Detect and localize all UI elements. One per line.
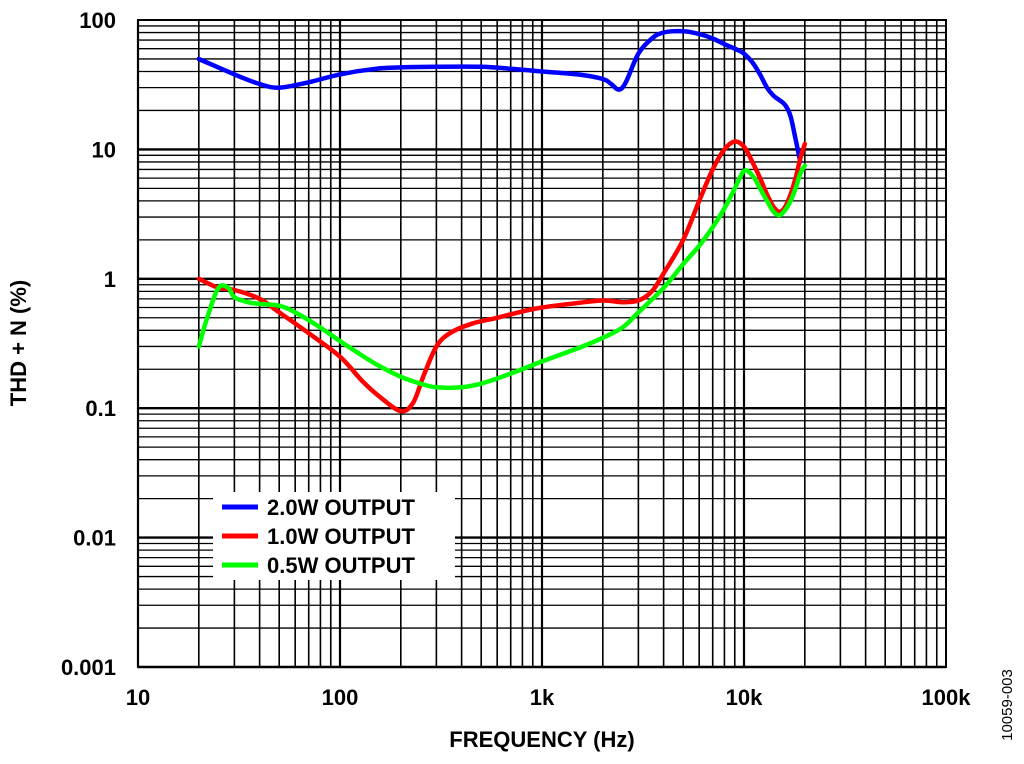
- series-line-1w: [196, 139, 808, 414]
- y-tick-label: 0.1: [85, 396, 116, 421]
- series-line-0p5w: [196, 163, 808, 390]
- y-tick-label: 10: [92, 137, 116, 162]
- y-axis-tick-labels: 0.001 0.01 0.1 1 10 100: [61, 8, 116, 680]
- minor-gridlines: [138, 20, 946, 667]
- x-tick-label: 10: [126, 685, 150, 710]
- x-tick-label: 10k: [726, 685, 763, 710]
- plot-frame: [137, 19, 947, 668]
- legend-label-2w: 2.0W OUTPUT: [267, 495, 415, 520]
- series-lines: [196, 28, 808, 414]
- x-tick-label: 1k: [530, 685, 555, 710]
- y-tick-label: 0.001: [61, 655, 116, 680]
- series-line-2w: [196, 28, 803, 165]
- legend-label-0p5w: 0.5W OUTPUT: [267, 553, 415, 578]
- legend: 2.0W OUTPUT 1.0W OUTPUT 0.5W OUTPUT: [213, 492, 455, 580]
- legend-label-1w: 1.0W OUTPUT: [267, 524, 415, 549]
- x-axis-tick-labels: 10 100 1k 10k 100k: [126, 685, 971, 710]
- y-tick-label: 1: [104, 267, 116, 292]
- y-axis-title: THD + N (%): [6, 280, 31, 407]
- x-axis-title: FREQUENCY (Hz): [449, 727, 634, 752]
- y-tick-label: 0.01: [73, 526, 116, 551]
- y-tick-label: 100: [79, 8, 116, 33]
- x-tick-label: 100k: [922, 685, 972, 710]
- x-tick-label: 100: [322, 685, 359, 710]
- figure-id: 10059-003: [999, 669, 1016, 741]
